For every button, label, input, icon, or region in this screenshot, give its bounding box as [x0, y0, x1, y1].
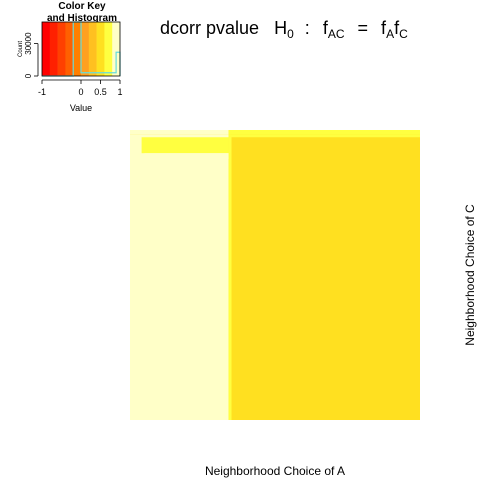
key-color-band: [96, 22, 105, 76]
title-rhs2-sub: C: [399, 27, 408, 41]
heatmap-cell: [130, 134, 229, 420]
key-color-band: [73, 22, 82, 76]
title-h-sub: 0: [287, 27, 294, 41]
title-rhs2: f: [394, 18, 400, 38]
key-title-line2: and Histogram: [47, 13, 117, 24]
title-lhs-sub: AC: [328, 27, 345, 41]
title-lhs: f: [323, 18, 329, 38]
key-x-tick-label: -1: [38, 87, 46, 97]
heatmap-cell: [141, 144, 229, 154]
key-y-tick-label: 30000: [24, 32, 33, 55]
key-y-label: Count: [18, 41, 24, 57]
key-color-bands: [42, 22, 121, 76]
heatmap-cell: [228, 134, 232, 420]
key-frame: [41, 21, 121, 77]
title-eq: =: [358, 18, 369, 38]
key-color-band: [104, 22, 113, 76]
key-histogram-line: [42, 21, 121, 77]
title-text: dcorr pvalue: [160, 18, 259, 38]
y-axis-label: Neighborhood Choice of C: [463, 204, 477, 346]
heatmap-cell: [141, 137, 229, 145]
key-color-band: [49, 22, 58, 76]
key-color-band: [88, 22, 97, 76]
x-axis-label: Neighborhood Choice of A: [205, 464, 345, 478]
title-rhs1-sub: A: [386, 27, 394, 41]
color-key: Color Key and Histogram -1 0 0.5 1 0 30000 Va…: [18, 1, 123, 113]
key-title-line1: Color Key: [58, 1, 106, 12]
key-y-tick-label: 0: [24, 73, 33, 78]
key-color-band: [57, 22, 66, 76]
key-x-tick-label: 1: [117, 87, 122, 97]
heatmap-cell: [228, 130, 420, 135]
key-color-band: [81, 22, 90, 76]
heatmap-cell: [130, 130, 229, 135]
key-x-label: Value: [70, 103, 92, 113]
key-x-tick-label: 0.5: [94, 87, 107, 97]
main-title: dcorr pvalue H0 : fAC = fAfC: [160, 18, 408, 42]
title-h: H: [274, 18, 287, 38]
key-color-band: [112, 22, 121, 76]
heatmap-cell: [144, 153, 229, 159]
key-color-band: [65, 22, 74, 76]
key-x-tick-label: 0: [78, 87, 83, 97]
title-rhs1: f: [381, 18, 387, 38]
title-colon: :: [305, 18, 310, 38]
heatmap-cell: [228, 134, 420, 138]
key-color-band: [42, 22, 51, 76]
heatmap-cells: [130, 130, 420, 420]
key-axes: -1 0 0.5 1 0 30000: [24, 32, 123, 97]
